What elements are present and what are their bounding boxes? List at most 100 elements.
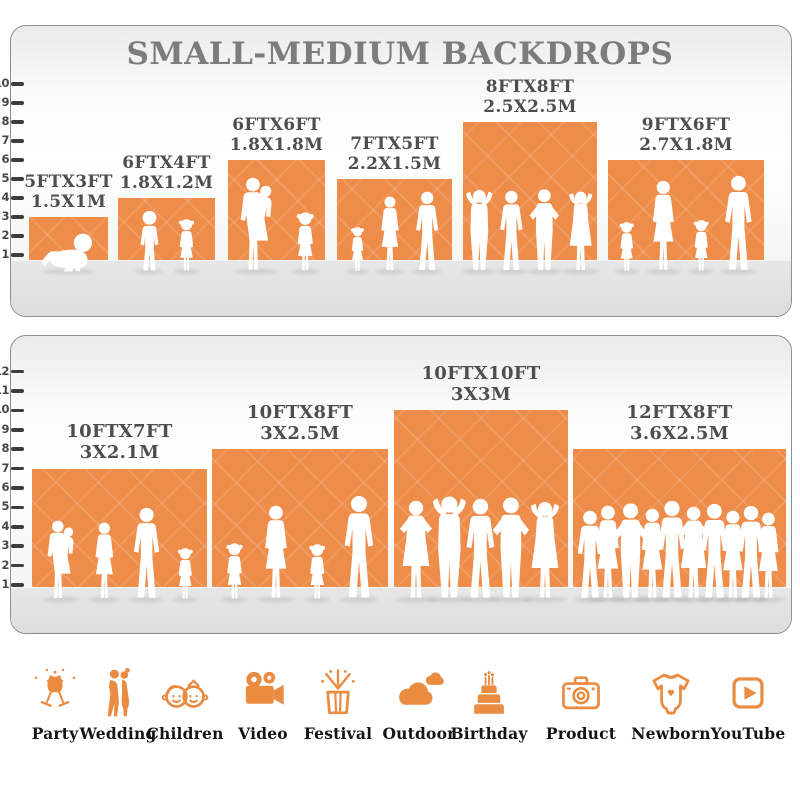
y-axis-tick-label: 8 bbox=[1, 441, 9, 456]
silhouette-girl-svg bbox=[178, 219, 194, 271]
bar-size-label-m: 1.8X1.2M bbox=[119, 172, 214, 193]
silhouette-woman bbox=[750, 512, 787, 600]
silhouette-man bbox=[572, 510, 608, 600]
figure-shadow bbox=[527, 269, 562, 274]
silhouette-woman bbox=[633, 508, 672, 600]
category-product: Product bbox=[533, 666, 629, 743]
silhouette-man-hands-on-hips-svg bbox=[529, 189, 560, 270]
figure-shadow bbox=[523, 597, 567, 602]
bar-size-label-ft: 9FTX6FT bbox=[641, 114, 731, 135]
y-axis-tick-label: 2 bbox=[1, 557, 9, 572]
silhouette-man bbox=[732, 505, 770, 600]
y-axis-tick-label: 9 bbox=[1, 95, 9, 109]
bar-size-label-ft: 5FTX3FT bbox=[24, 171, 113, 192]
y-axis-tick bbox=[11, 177, 24, 181]
y-axis-tick-label: 9 bbox=[1, 421, 9, 436]
y-axis-tick bbox=[11, 101, 24, 105]
silhouette-girl-svg bbox=[177, 548, 193, 599]
y-axis-tick bbox=[11, 369, 24, 374]
silhouette-woman-svg bbox=[95, 522, 114, 599]
y-axis-tick bbox=[11, 563, 24, 568]
y-axis-tick bbox=[11, 486, 24, 490]
bar-size-label: 5FTX3FT 1.5X1M bbox=[0, 172, 179, 212]
y-axis-tick bbox=[11, 234, 24, 238]
y-axis-tick bbox=[11, 120, 24, 124]
figure-shadow bbox=[590, 597, 627, 602]
children-faces-icon bbox=[158, 666, 212, 720]
category-children: Children bbox=[137, 666, 233, 743]
figure-shadow bbox=[375, 269, 405, 274]
bar-size-label-m: 3X3M bbox=[450, 384, 512, 406]
silhouette-man-svg bbox=[737, 505, 764, 598]
category-label: Product bbox=[545, 724, 617, 743]
silhouette-man-arms-up bbox=[460, 188, 499, 272]
y-axis-tick bbox=[11, 389, 24, 393]
category-wedding: Wedding bbox=[70, 666, 166, 743]
bar-size-label-ft: 12FTX8FT bbox=[626, 401, 733, 423]
silhouette-woman-arms-up bbox=[561, 190, 600, 272]
figure-shadow bbox=[412, 269, 442, 274]
bar-size-label-m: 3.6X2.5M bbox=[630, 422, 729, 444]
bar-size-label: 6FTX6FT 1.8X1.8M bbox=[167, 115, 387, 155]
y-axis-tick-label: 5 bbox=[1, 499, 9, 514]
silhouette-man bbox=[338, 495, 380, 600]
figure-shadow bbox=[615, 269, 638, 274]
y-axis-tick-label: 7 bbox=[1, 460, 9, 475]
y-axis-tick bbox=[11, 253, 24, 257]
category-newborn: Newborn bbox=[623, 666, 719, 743]
silhouette-man-arms-up-svg bbox=[433, 496, 467, 598]
figure-shadow bbox=[697, 597, 732, 602]
bar-size-label-ft: 10FTX7FT bbox=[66, 421, 173, 443]
category-outdoor: Outdoor bbox=[371, 666, 467, 743]
page-title: SMALL-MEDIUM BACKDROPS bbox=[126, 36, 674, 72]
bar-size-label-m: 1.8X1.8M bbox=[229, 134, 324, 155]
bar-size-label-ft: 10FTX10FT bbox=[421, 362, 541, 384]
y-axis-tick-label: 6 bbox=[1, 152, 9, 166]
silhouette-woman-holding-child-svg bbox=[240, 177, 272, 270]
y-axis-tick bbox=[11, 447, 24, 451]
figure-shadow bbox=[715, 597, 750, 602]
silhouette-boy-svg bbox=[140, 210, 158, 271]
category-label: YouTube bbox=[710, 724, 786, 743]
silhouette-man bbox=[128, 507, 165, 600]
figure-shadow bbox=[340, 597, 379, 602]
figure-shadow bbox=[135, 269, 163, 274]
silhouette-woman-hands-on-hips bbox=[393, 500, 439, 600]
figure-shadow bbox=[257, 597, 294, 602]
bar-size-label-m: 2.2X1.5M bbox=[347, 153, 442, 174]
y-axis-tick-label: 8 bbox=[1, 114, 9, 128]
silhouette-girl bbox=[346, 226, 369, 272]
category-label: Newborn bbox=[631, 724, 711, 743]
party-glasses-icon bbox=[28, 666, 82, 720]
category-youtube: YouTube bbox=[700, 666, 796, 743]
y-axis-tick-label: 1 bbox=[1, 247, 9, 261]
y-axis-tick-label: 6 bbox=[1, 480, 9, 494]
category-label: Wedding bbox=[79, 724, 157, 743]
bar-size-label: 9FTX6FT 2.7X1.8M bbox=[576, 115, 796, 155]
y-axis-tick-label: 5 bbox=[1, 171, 9, 185]
bar-size-label-m: 2.7X1.8M bbox=[639, 134, 733, 155]
figure-shadow bbox=[574, 597, 607, 602]
y-axis-tick-label: 10 bbox=[0, 402, 10, 417]
silhouette-woman-holding-child bbox=[233, 177, 281, 272]
silhouette-man-svg bbox=[701, 503, 728, 598]
silhouette-woman-svg bbox=[642, 508, 664, 598]
figure-shadow bbox=[497, 269, 527, 274]
silhouette-girl bbox=[173, 218, 200, 272]
y-axis-tick-label: 10 bbox=[0, 76, 10, 90]
youtube-play-icon-svg bbox=[732, 677, 764, 709]
bar-size-label-m: 2.5X2.5M bbox=[483, 96, 577, 117]
newborn-onesie-icon bbox=[644, 666, 698, 720]
festival-gift-icon bbox=[311, 666, 365, 720]
panel-floor bbox=[11, 261, 791, 316]
newborn-onesie-icon-svg bbox=[652, 673, 690, 715]
figure-shadow bbox=[427, 597, 472, 602]
silhouette-woman bbox=[644, 180, 683, 272]
product-camera-icon bbox=[554, 666, 608, 720]
silhouette-girl bbox=[290, 211, 321, 272]
party-glasses-icon-svg bbox=[34, 668, 76, 707]
silhouette-woman-svg bbox=[653, 180, 675, 270]
figure-shadow bbox=[461, 269, 497, 274]
silhouette-man-arms-up-svg bbox=[465, 190, 493, 270]
bar-size-label: 6FTX4FT 1.8X1.2M bbox=[57, 153, 277, 193]
